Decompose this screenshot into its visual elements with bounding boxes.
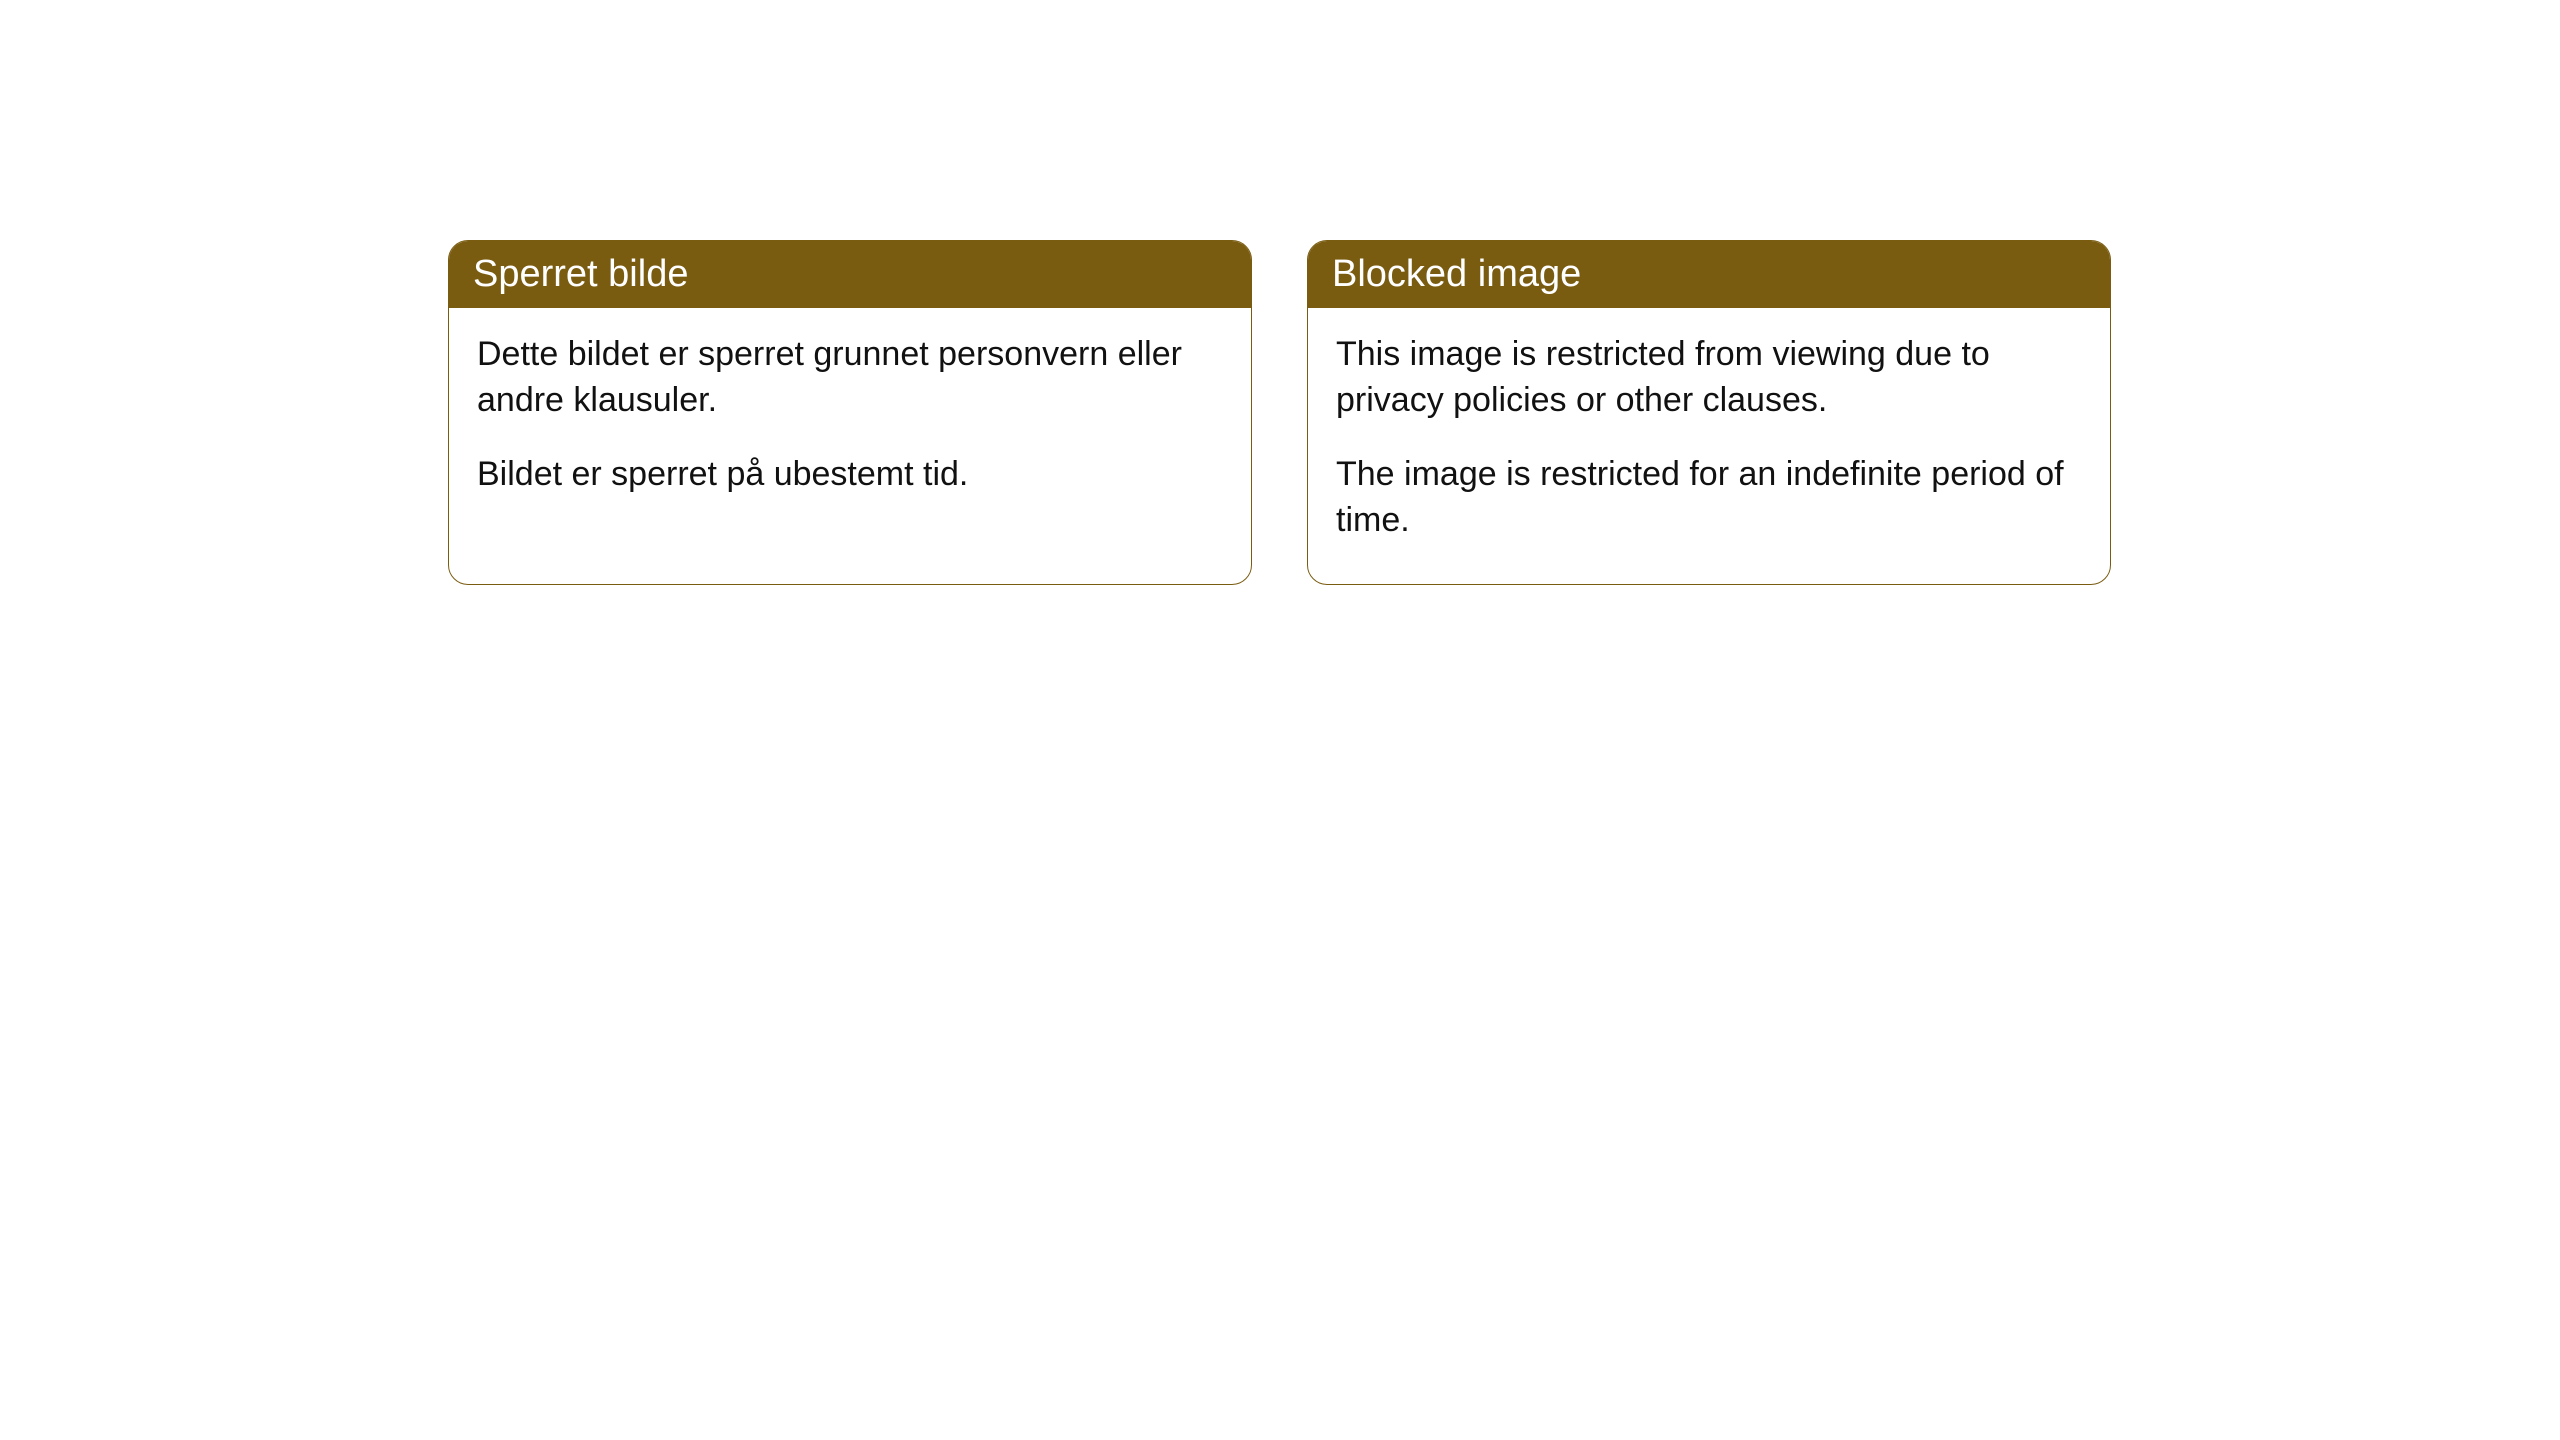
card-paragraph: The image is restricted for an indefinit… [1336,452,2082,544]
card-norwegian: Sperret bilde Dette bildet er sperret gr… [448,240,1252,585]
card-english: Blocked image This image is restricted f… [1307,240,2111,585]
card-paragraph: Dette bildet er sperret grunnet personve… [477,332,1223,424]
card-body-norwegian: Dette bildet er sperret grunnet personve… [449,308,1251,538]
card-paragraph: This image is restricted from viewing du… [1336,332,2082,424]
card-title-english: Blocked image [1308,241,2110,308]
card-body-english: This image is restricted from viewing du… [1308,308,2110,584]
card-title-norwegian: Sperret bilde [449,241,1251,308]
cards-container: Sperret bilde Dette bildet er sperret gr… [448,240,2111,585]
card-paragraph: Bildet er sperret på ubestemt tid. [477,452,1223,498]
